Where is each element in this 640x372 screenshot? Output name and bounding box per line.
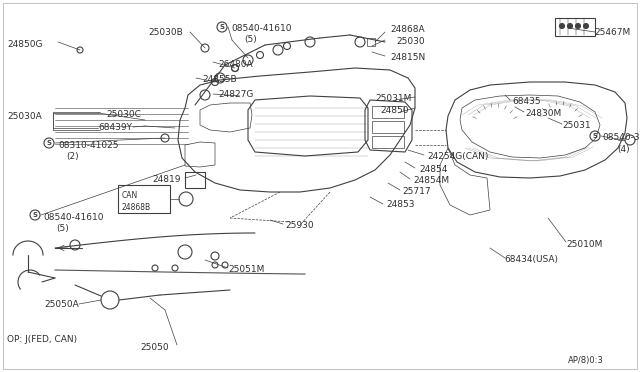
Text: S: S xyxy=(593,133,598,139)
Text: 25010M: 25010M xyxy=(566,240,602,249)
Text: 25717: 25717 xyxy=(402,187,431,196)
Text: 24815N: 24815N xyxy=(390,53,425,62)
Text: AP/8)0:3: AP/8)0:3 xyxy=(568,356,604,365)
Text: 25050A: 25050A xyxy=(44,300,79,309)
Bar xyxy=(367,38,375,46)
Text: 25051M: 25051M xyxy=(228,265,264,274)
Bar xyxy=(372,136,404,148)
Text: 24850: 24850 xyxy=(380,106,408,115)
Text: 24854M: 24854M xyxy=(413,176,449,185)
Text: (4): (4) xyxy=(617,145,630,154)
Bar xyxy=(185,172,205,188)
Text: 24819: 24819 xyxy=(152,175,180,184)
Circle shape xyxy=(568,23,573,29)
Text: 68439Y: 68439Y xyxy=(98,123,132,132)
Text: 08540-31610: 08540-31610 xyxy=(602,133,640,142)
Text: 08310-41025: 08310-41025 xyxy=(58,141,118,150)
Circle shape xyxy=(575,23,580,29)
Text: 68435: 68435 xyxy=(512,97,541,106)
Text: 24830M: 24830M xyxy=(525,109,561,118)
Text: 25467M: 25467M xyxy=(594,28,630,37)
Bar xyxy=(372,106,404,118)
Text: 24854: 24854 xyxy=(419,165,447,174)
Bar xyxy=(118,185,170,213)
Text: 25030B: 25030B xyxy=(148,28,183,37)
Text: 25030A: 25030A xyxy=(7,112,42,121)
Text: 26480A: 26480A xyxy=(218,60,253,69)
Text: 25031: 25031 xyxy=(562,121,591,130)
Text: 25050: 25050 xyxy=(140,343,168,352)
Text: S: S xyxy=(47,140,51,146)
Text: OP: J(FED, CAN): OP: J(FED, CAN) xyxy=(7,335,77,344)
Text: 24850G: 24850G xyxy=(7,40,42,49)
Text: 24853: 24853 xyxy=(386,200,415,209)
Text: 24868A: 24868A xyxy=(390,25,424,34)
Text: (2): (2) xyxy=(66,152,79,161)
Text: 24868B: 24868B xyxy=(122,202,151,212)
Text: 25031M: 25031M xyxy=(375,94,412,103)
Text: 68434(USA): 68434(USA) xyxy=(504,255,558,264)
Text: 24855B: 24855B xyxy=(202,75,237,84)
Circle shape xyxy=(584,23,589,29)
Text: 25030: 25030 xyxy=(396,37,424,46)
Text: (5): (5) xyxy=(244,35,257,44)
Text: 25930: 25930 xyxy=(285,221,314,230)
Bar xyxy=(555,18,595,36)
Bar xyxy=(372,121,404,133)
Text: 24254G(CAN): 24254G(CAN) xyxy=(427,152,488,161)
Text: 08540-41610: 08540-41610 xyxy=(231,24,291,33)
Text: (5): (5) xyxy=(56,224,68,233)
Text: 24827G: 24827G xyxy=(218,90,253,99)
Text: CAN: CAN xyxy=(122,192,138,201)
Text: S: S xyxy=(220,24,225,30)
Circle shape xyxy=(559,23,564,29)
Text: 25030C: 25030C xyxy=(106,110,141,119)
Text: S: S xyxy=(33,212,38,218)
Text: 08540-41610: 08540-41610 xyxy=(43,213,104,222)
